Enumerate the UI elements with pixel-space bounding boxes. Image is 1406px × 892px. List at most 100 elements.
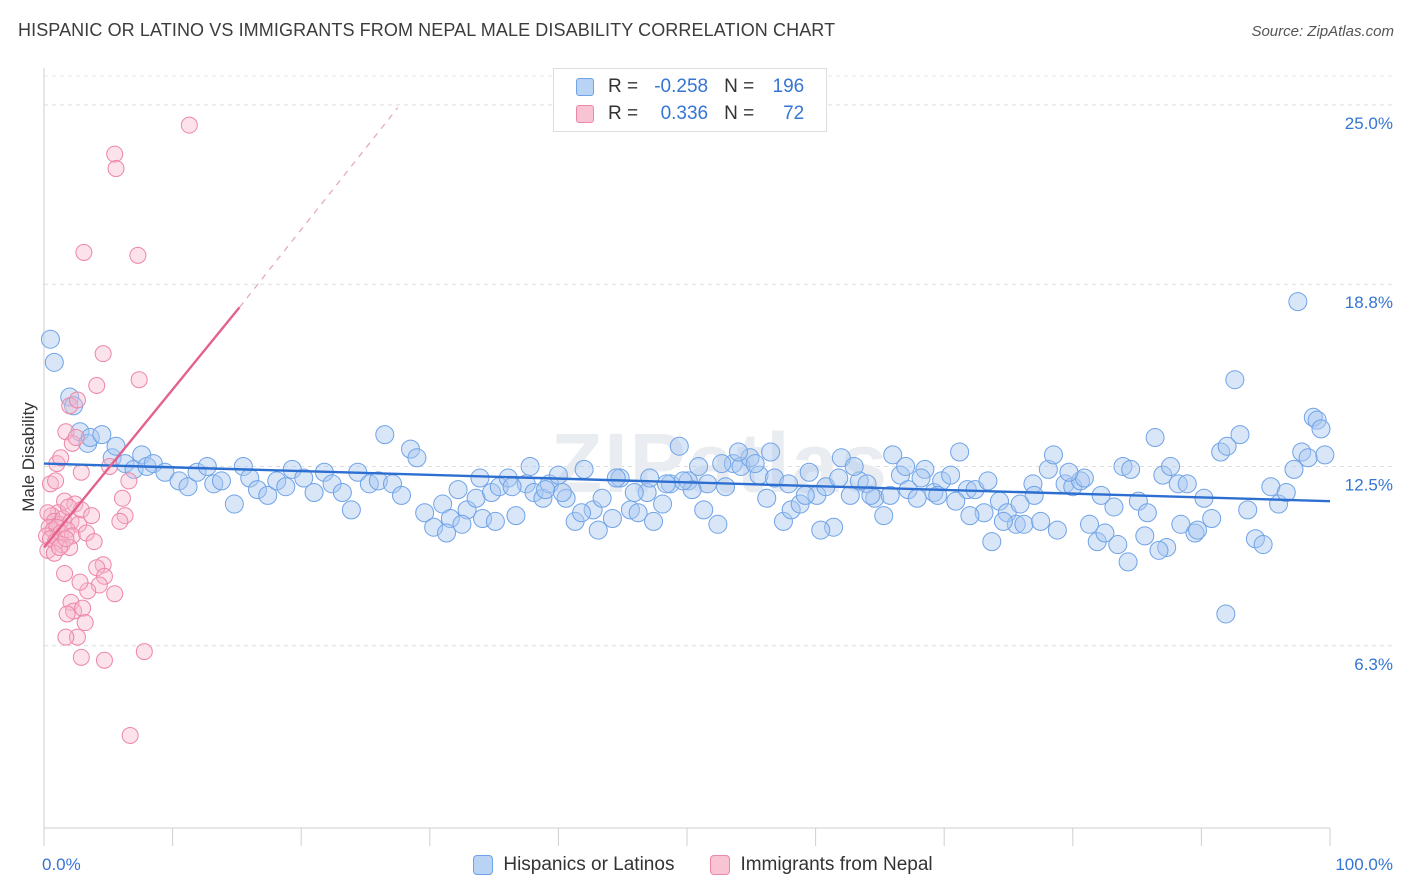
hispanic-point [1137, 503, 1157, 523]
nepal-point [74, 599, 92, 617]
hispanic-point [1217, 436, 1237, 456]
hispanic-point [829, 468, 849, 488]
data-points [38, 116, 1335, 744]
hispanic-point [728, 442, 748, 462]
hispanic-point [1006, 514, 1026, 534]
hispanic-point [799, 462, 819, 482]
hispanic-point [40, 329, 60, 349]
r-value: -0.258 [654, 76, 709, 97]
hispanic-point [708, 514, 728, 534]
hispanic-point [440, 509, 460, 529]
nepal-point [39, 504, 57, 522]
hispanic-point [712, 454, 732, 474]
hispanic-point [844, 456, 864, 476]
hispanic-point [745, 454, 765, 474]
hispanic-point [779, 474, 799, 494]
hispanic-point [247, 480, 267, 500]
nepal-point [68, 391, 86, 409]
legend-item-hispanic[interactable]: Hispanics or Latinos [473, 854, 674, 876]
nepal-point [57, 530, 75, 548]
hispanic-point [1185, 523, 1205, 543]
hispanic-point [115, 454, 135, 474]
hispanic-point [602, 509, 622, 529]
hispanic-point [1298, 448, 1318, 468]
axes [43, 68, 1331, 846]
nepal-point [47, 472, 65, 490]
hispanic-point [1095, 523, 1115, 543]
nepal-point [50, 538, 68, 556]
nepal-point [56, 564, 74, 582]
chart-source: Source: ZipAtlas.com [1251, 23, 1394, 40]
hispanic-point [896, 456, 916, 476]
y-tick-label: 6.3% [1354, 655, 1393, 674]
hispanic-point [1104, 497, 1124, 517]
hispanic-point [656, 474, 676, 494]
n-value: 72 [783, 103, 805, 124]
hispanic-point [1253, 535, 1273, 555]
nepal-point [106, 585, 124, 603]
nepal-swatch [710, 855, 731, 875]
hispanic-point [764, 468, 784, 488]
trend-extension-nepal [238, 107, 399, 308]
stats-row-hispanic: R = -0.258 N = 196 [576, 74, 804, 100]
r-value: 0.336 [660, 103, 709, 124]
hispanic-point [1121, 459, 1141, 479]
hispanic-point [883, 445, 903, 465]
hispanic-point [861, 485, 881, 505]
legend-item-nepal[interactable]: Immigrants from Nepal [710, 854, 933, 876]
hispanic-point [874, 506, 894, 526]
hispanic-point [1024, 485, 1044, 505]
hispanic-point [669, 436, 689, 456]
hispanic-point [588, 520, 608, 540]
hispanic-point [437, 523, 457, 543]
hispanic-point [982, 532, 1002, 552]
trend-lines [43, 107, 1331, 549]
hispanic-point [1157, 537, 1177, 557]
hispanic-point [1303, 407, 1323, 427]
nepal-point [72, 648, 90, 666]
nepal-point [67, 429, 85, 447]
hispanic-point [640, 468, 660, 488]
nepal-point [129, 246, 147, 264]
hispanic-point [520, 456, 540, 476]
hispanic-point [424, 517, 444, 537]
hispanic-point [1216, 604, 1236, 624]
hispanic-point [556, 488, 576, 508]
nepal-point [83, 507, 101, 525]
nepal-point [59, 498, 77, 516]
hispanic-point [880, 485, 900, 505]
hispanic-point [1038, 459, 1058, 479]
r-label: R = [608, 76, 639, 97]
hispanic-point [1010, 494, 1030, 514]
hispanic-point [924, 482, 944, 502]
nepal-point [41, 475, 59, 493]
hispanic-point [960, 506, 980, 526]
hispanic-point [452, 514, 472, 534]
y-tick-label: 18.8% [1345, 293, 1393, 312]
hispanic-point [694, 500, 714, 520]
hispanic-point [773, 511, 793, 531]
hispanic-point [1177, 474, 1197, 494]
hispanic-point [1145, 428, 1165, 448]
hispanic-point [506, 506, 526, 526]
nepal-point [58, 605, 76, 623]
hispanic-point [907, 488, 927, 508]
hispanic-point [233, 456, 253, 476]
nepal-point [120, 472, 138, 490]
r-label: R = [608, 103, 639, 124]
trend-line-nepal [43, 306, 241, 549]
nepal-point [61, 538, 79, 556]
hispanic-point [1080, 514, 1100, 534]
hispanic-point [740, 448, 760, 468]
hispanic-point [1014, 514, 1034, 534]
hispanic-point [716, 477, 736, 497]
nepal-point [111, 512, 129, 530]
hispanic-point [811, 520, 831, 540]
hispanic-point [1171, 514, 1191, 534]
hispanic-point [536, 480, 556, 500]
hispanic-point [653, 494, 673, 514]
hispanic-point [276, 477, 296, 497]
hispanic-point [482, 482, 502, 502]
hispanic-point [1113, 456, 1133, 476]
